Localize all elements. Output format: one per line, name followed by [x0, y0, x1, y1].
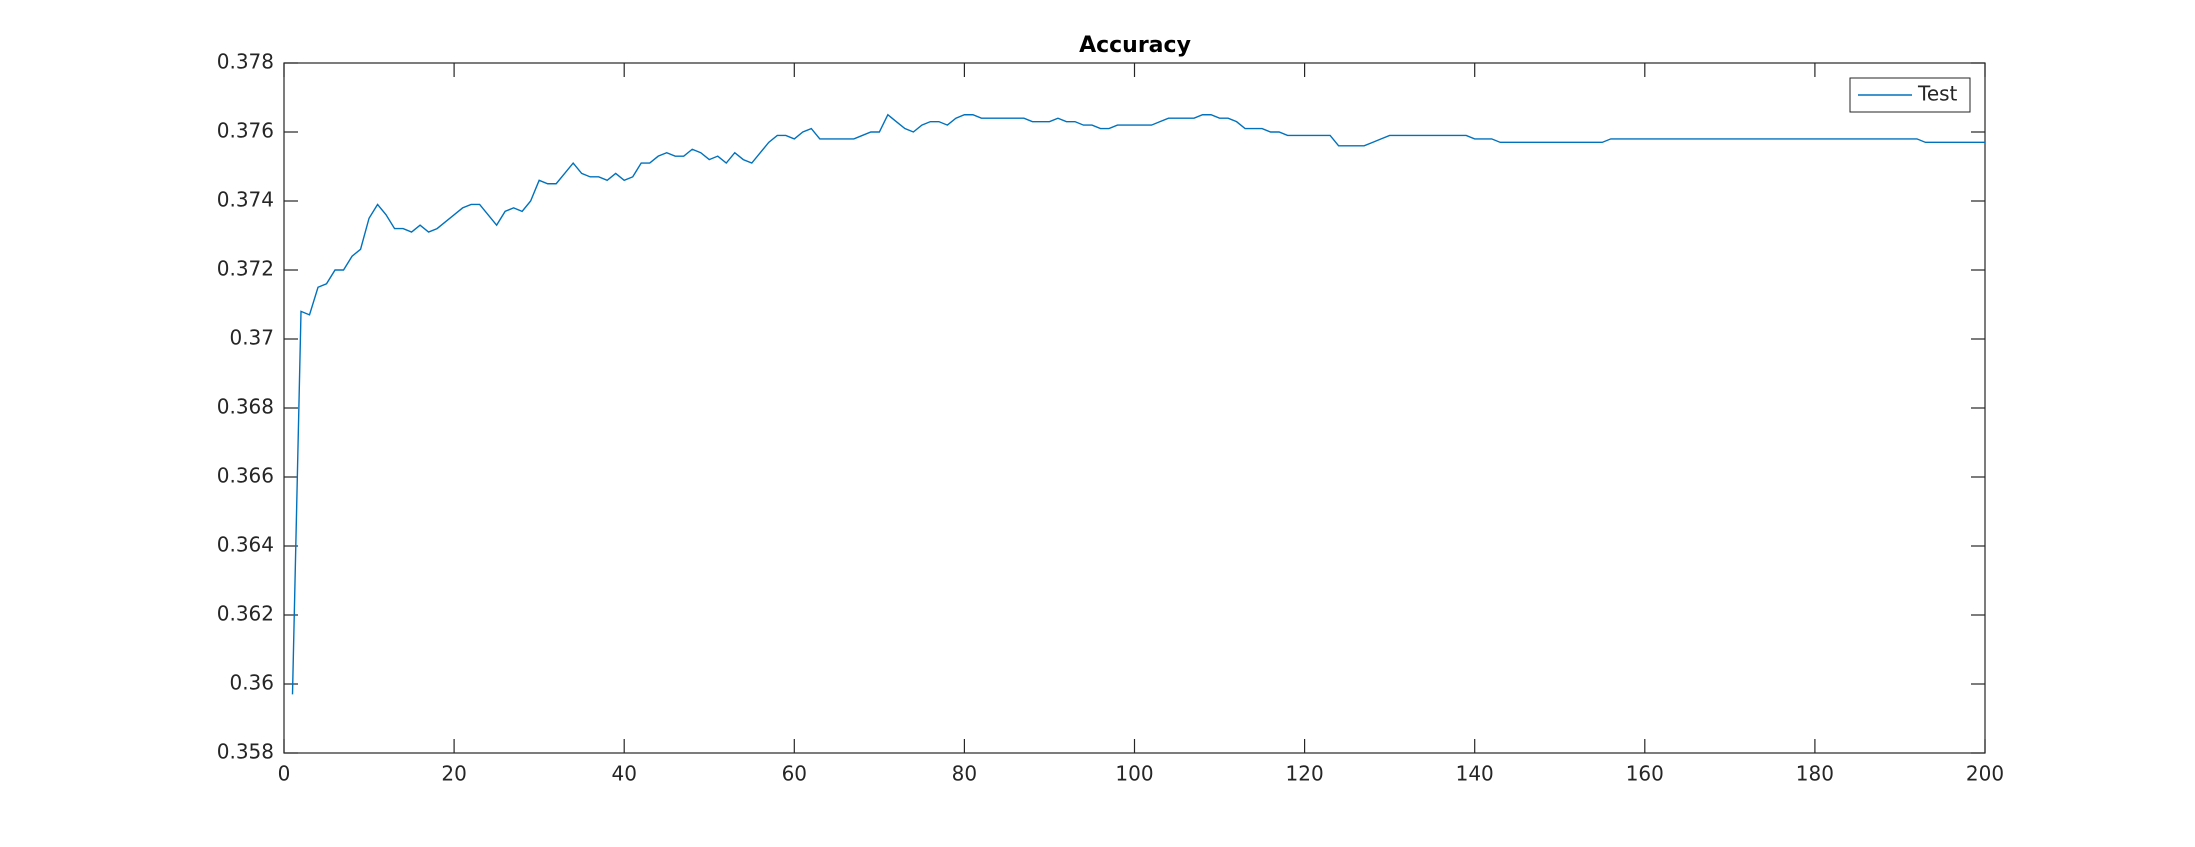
y-tick-label: 0.36 [229, 671, 274, 695]
y-tick-label: 0.368 [217, 395, 274, 419]
y-tick-label: 0.364 [217, 533, 274, 557]
x-tick-label: 180 [1796, 762, 1834, 786]
y-tick-label: 0.362 [217, 602, 274, 626]
x-tick-label: 80 [952, 762, 977, 786]
x-tick-label: 200 [1966, 762, 2004, 786]
x-tick-label: 60 [782, 762, 807, 786]
data-line [291, 113, 1985, 695]
x-tick-label: 100 [1115, 762, 1153, 786]
chart-title: Accuracy [1079, 33, 1191, 58]
y-tick-label: 0.374 [217, 188, 274, 212]
x-tick-label: 160 [1626, 762, 1664, 786]
x-tick-label: 0 [278, 762, 291, 786]
y-tick-label: 0.37 [229, 326, 274, 350]
y-tick-label: 0.358 [217, 740, 274, 764]
legend-label: Test [1917, 82, 1958, 106]
x-tick-label: 40 [611, 762, 636, 786]
plot-area [283, 62, 1986, 754]
x-tick-label: 20 [441, 762, 466, 786]
y-tick-label: 0.372 [217, 257, 274, 281]
y-tick-label: 0.378 [217, 50, 274, 74]
x-tick-label: 140 [1456, 762, 1494, 786]
x-tick-label: 120 [1286, 762, 1324, 786]
y-tick-label: 0.376 [217, 119, 274, 143]
y-tick-label: 0.366 [217, 464, 274, 488]
